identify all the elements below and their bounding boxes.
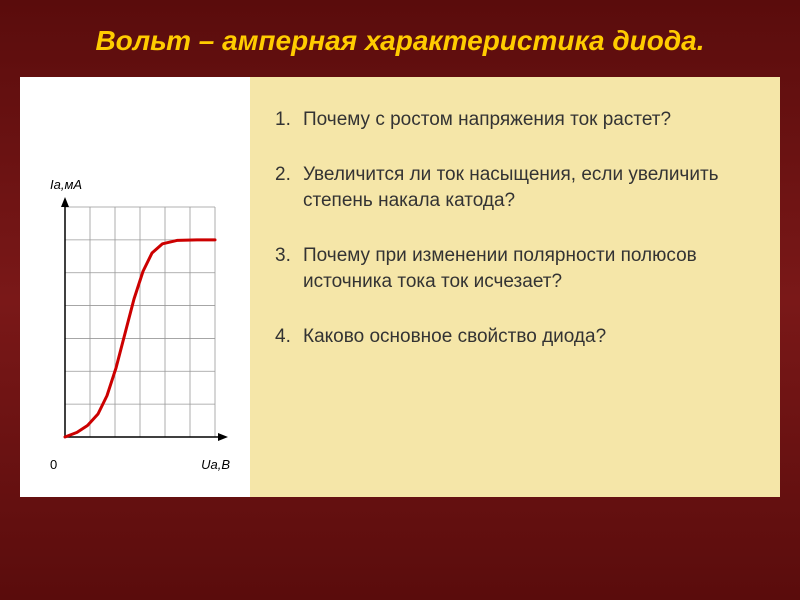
question-item: Увеличится ли ток насыщения, если увелич… xyxy=(275,162,755,215)
slide-title: Вольт – амперная характеристика диода. xyxy=(0,0,800,77)
y-axis-label: Iа,мА xyxy=(50,177,82,192)
chart-section: Iа,мА Uа,В 0 xyxy=(20,77,250,497)
question-item: Почему с ростом напряжения ток растет? xyxy=(275,107,755,134)
questions-section: Почему с ростом напряжения ток растет? Ув… xyxy=(250,77,780,497)
question-item: Каково основное свойство диода? xyxy=(275,324,755,351)
iv-chart xyxy=(40,197,230,477)
questions-list: Почему с ростом напряжения ток растет? Ув… xyxy=(275,107,755,351)
question-item: Почему при изменении полярности полюсов … xyxy=(275,243,755,296)
x-axis-label: Uа,В xyxy=(201,457,230,472)
content-area: Iа,мА Uа,В 0 Почему с ростом напряжения … xyxy=(20,77,780,497)
chart-container: Iа,мА Uа,В 0 xyxy=(40,197,230,477)
origin-label: 0 xyxy=(50,457,57,472)
